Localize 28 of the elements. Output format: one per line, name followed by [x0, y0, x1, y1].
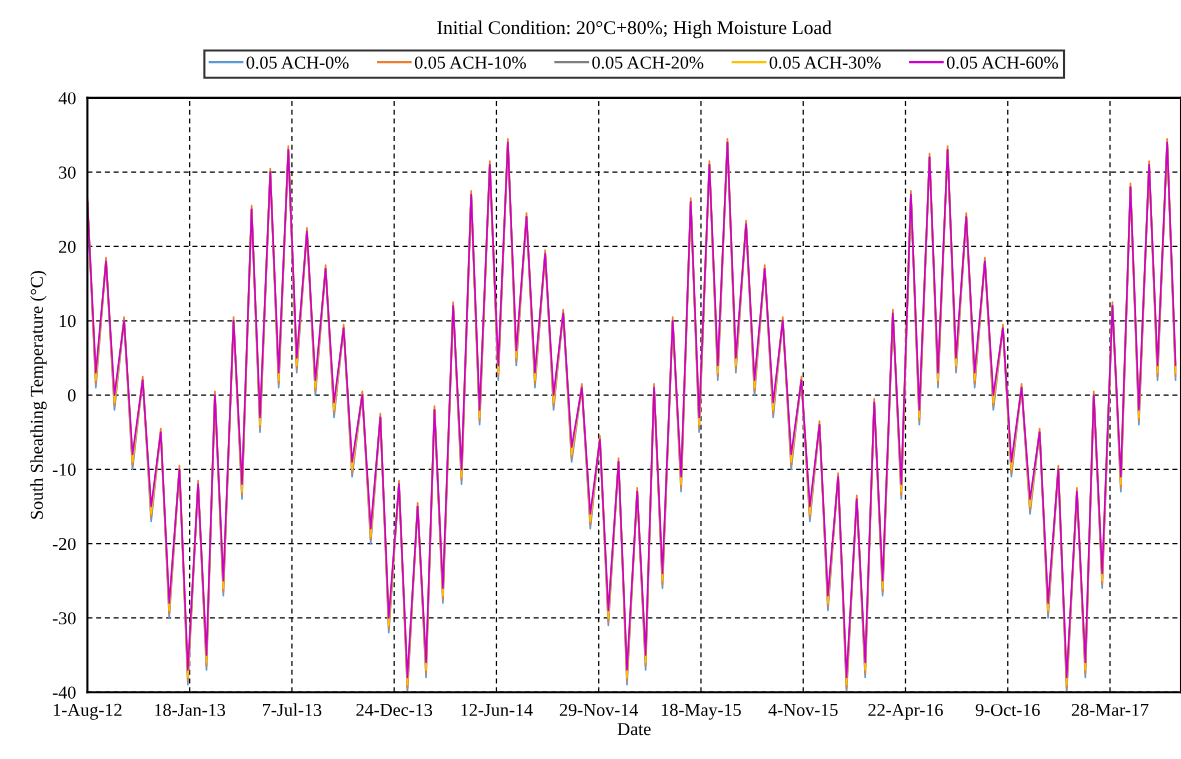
- y-tick-label: -20: [52, 537, 76, 551]
- legend-label: 0.05 ACH-60%: [946, 56, 1058, 69]
- y-tick-label: 30: [59, 166, 76, 179]
- y-tick-label: -30: [52, 612, 76, 625]
- x-tick-label: 18-May-15: [661, 703, 741, 720]
- legend-label: 0.05 ACH-30%: [769, 56, 881, 69]
- legend-label: 0.05 ACH-10%: [414, 56, 526, 69]
- legend-label: 0.05 ACH-0%: [246, 56, 349, 69]
- x-tick-label: 22-Apr-16: [868, 703, 943, 720]
- y-tick-label: 0: [67, 389, 76, 402]
- y-tick-label: -10: [52, 463, 76, 476]
- x-axis-title: Date: [617, 723, 651, 736]
- y-tick-label: 40: [58, 92, 76, 105]
- x-tick-label: 4-Nov-15: [768, 703, 838, 717]
- legend-label: 0.05 ACH-20%: [592, 56, 704, 69]
- y-axis-title: South Sheathing Temperature (°C): [30, 270, 47, 519]
- x-tick-label: 29-Nov-14: [559, 703, 639, 717]
- x-tick-label: 9-Oct-16: [975, 703, 1040, 717]
- y-tick-label: 10: [59, 315, 76, 328]
- y-tick-label: -40: [52, 686, 76, 699]
- x-tick-label: 24-Dec-13: [356, 703, 433, 717]
- chart-title: Initial Condition: 20°C+80%; High Moisture Load: [437, 20, 832, 39]
- x-tick-label: 1-Aug-12: [53, 703, 122, 720]
- x-tick-label: 28-Mar-17: [1071, 703, 1149, 717]
- x-tick-label: 7-Jul-13: [263, 703, 322, 717]
- x-tick-label: 18-Jan-13: [155, 703, 226, 717]
- y-tick-label: 20: [59, 240, 76, 253]
- x-tick-label: 12-Jun-14: [461, 703, 533, 717]
